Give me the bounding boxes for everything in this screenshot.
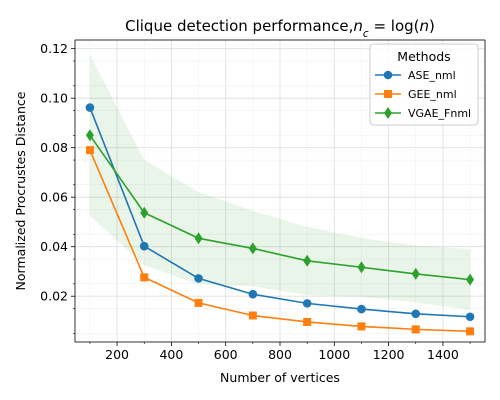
series-ASE_nml [85,103,475,322]
x-axis-label: Number of vertices [220,370,340,385]
legend-item: ASE_nml [375,69,456,82]
data-point [411,309,421,319]
data-point [303,254,312,267]
data-point [302,299,312,308]
legend-label: ASE_nml [408,69,456,82]
confidence-band [89,54,471,310]
axis-ticks: 200 400 600 800 1000 1200 1400 0.02 0.04 0.06 0.08… [40,41,471,362]
data-point [139,241,149,251]
y-tick-label: 0.10 [40,91,68,106]
x-tick-label: 400 [159,347,183,362]
data-point [466,327,475,336]
data-point [194,298,203,307]
x-tick-label: 1400 [427,347,459,362]
data-point [194,232,203,245]
y-tick-label: 0.06 [40,190,68,205]
data-point [357,322,366,331]
series-line [89,149,471,333]
data-point [465,312,475,322]
data-point [140,273,149,282]
legend-label: GEE_nml [408,88,457,101]
legend-marker [383,70,393,80]
legend-item: GEE_nml [375,88,457,101]
series-line [89,107,471,318]
x-tick-label: 200 [105,347,129,362]
legend-title: Methods [397,49,450,64]
series-VGAE_Fnml [85,129,475,286]
x-tick-label: 600 [214,347,238,362]
legend: Methods ASE_nml GEE_nml VGAE_Fnml [369,43,479,126]
data-point [248,242,257,255]
x-tick-label: 1000 [318,347,350,362]
data-point [466,273,475,286]
y-axis-label: Normalized Procrustes Distance [13,91,28,290]
y-tick-label: 0.02 [40,289,68,304]
data-point [357,304,366,314]
legend-items: ASE_nml GEE_nml VGAE_Fnml [375,69,471,120]
data-point [248,311,257,320]
data-point [248,289,258,299]
confidence-bands [89,54,471,310]
data-point [140,206,149,219]
y-tick-label: 0.08 [40,140,68,155]
x-tick-label: 800 [268,347,292,362]
series-line [89,134,471,281]
y-tick-label: 0.04 [40,239,68,254]
data-point [411,267,420,280]
legend-box [369,43,479,126]
data-point [411,325,420,334]
legend-label: VGAE_Fnml [408,107,471,120]
data-point [303,317,312,326]
data-point [357,261,366,274]
data-point [194,274,203,283]
data-point [85,146,94,155]
legend-item: VGAE_Fnml [375,107,471,120]
series-lines [85,103,475,336]
series-GEE_nml [85,146,475,336]
chart-title: Clique detection performance,nc = log(n) [125,17,435,40]
data-point [85,103,95,112]
data-point [85,129,94,142]
y-tick-label: 0.12 [40,41,68,56]
legend-marker [384,90,392,98]
x-tick-label: 1200 [373,347,405,362]
legend-marker [384,107,392,119]
